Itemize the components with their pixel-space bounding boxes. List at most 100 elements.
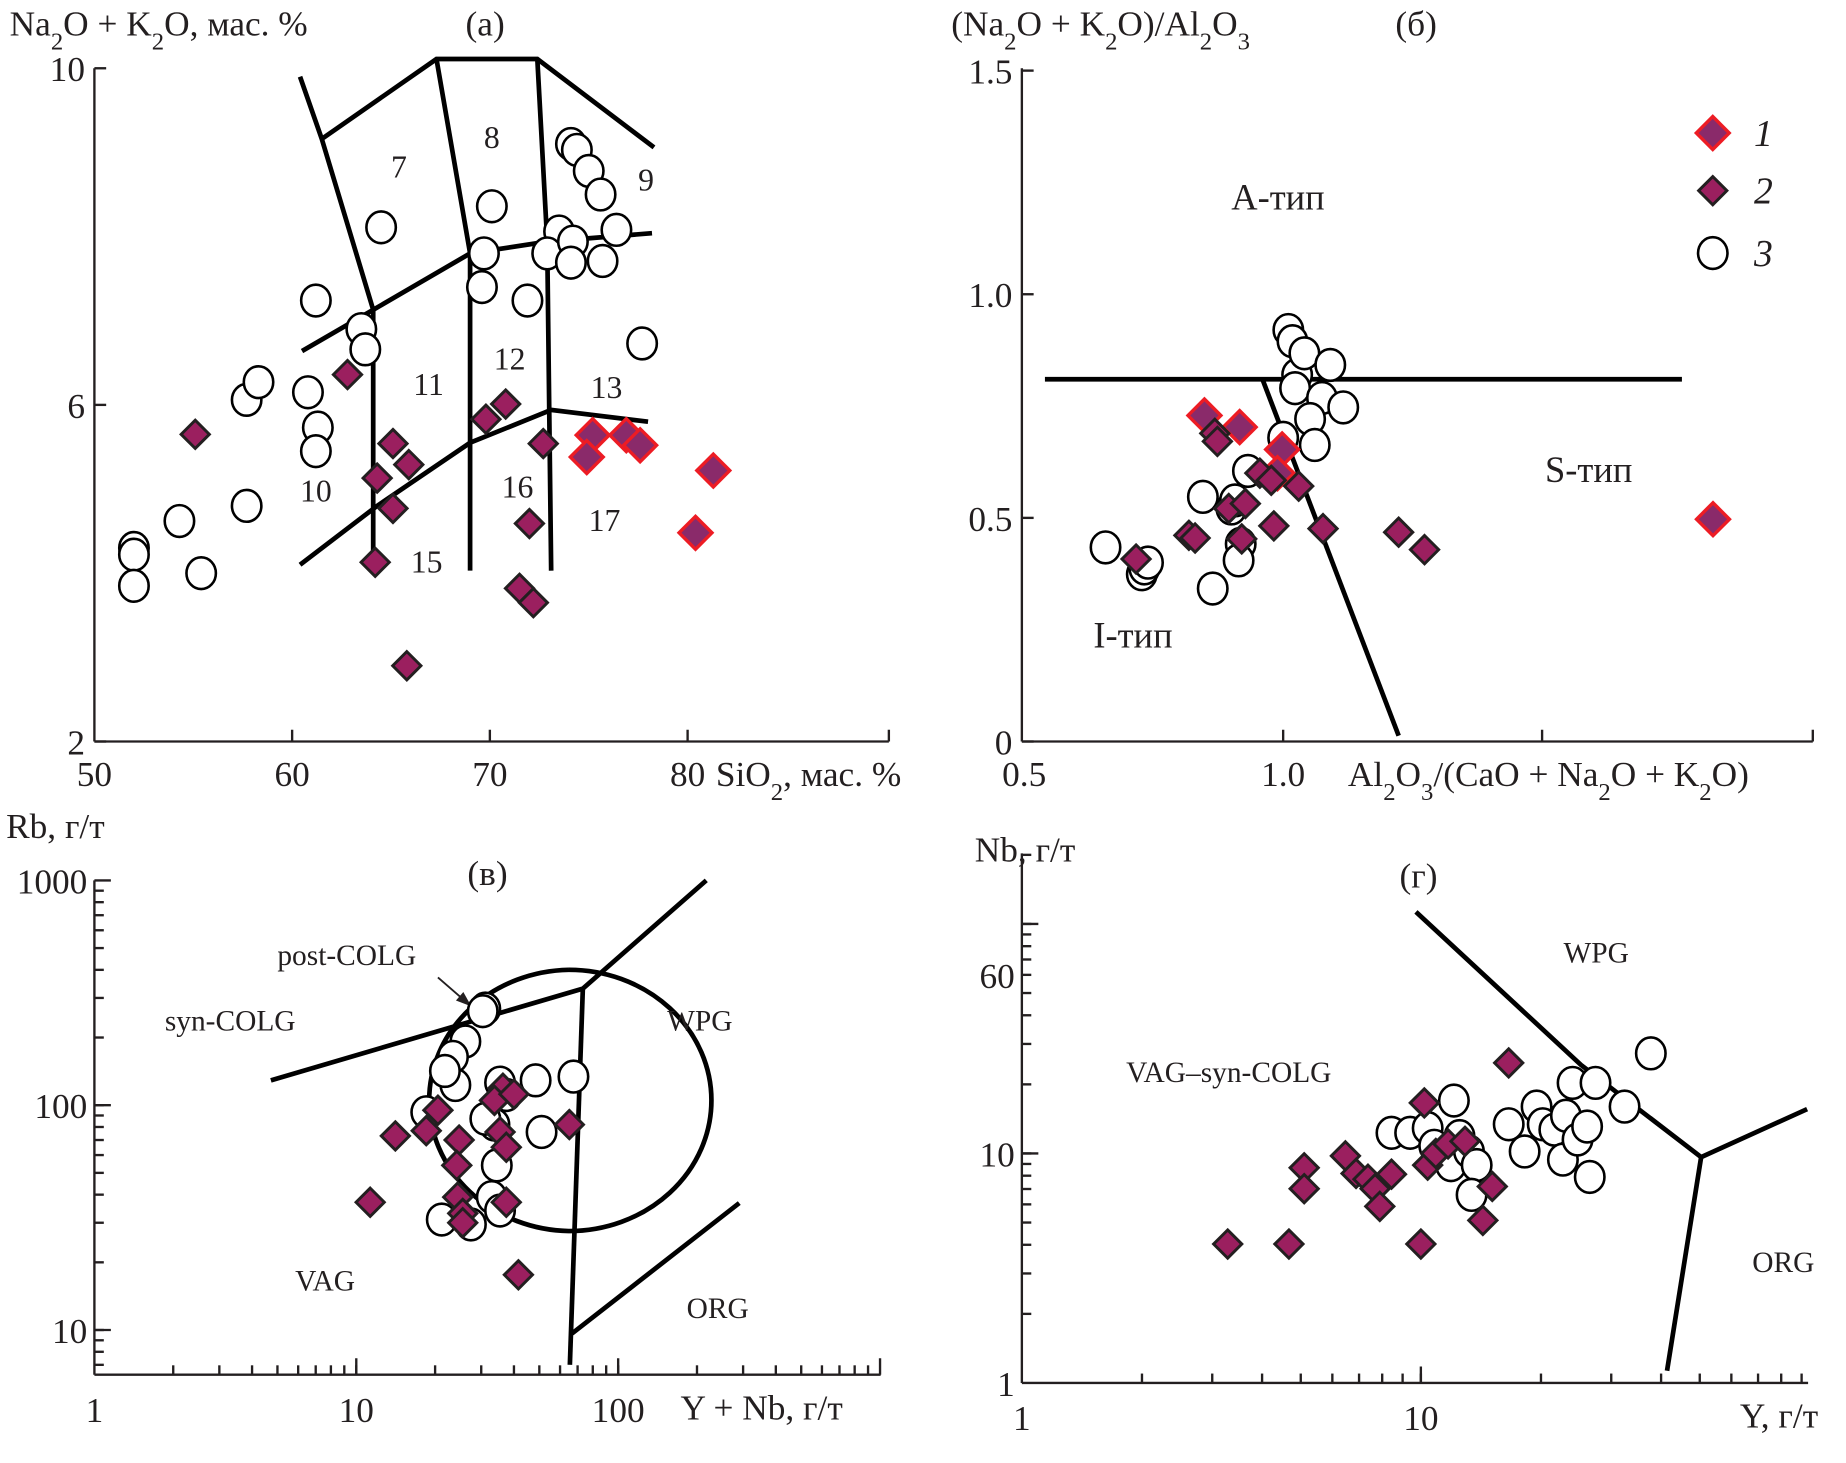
region-label: 7: [391, 150, 407, 185]
data-point-series-2: [353, 1186, 387, 1219]
data-point-series-3: [1573, 1159, 1606, 1195]
y-tick-label: 10: [52, 1312, 87, 1351]
y-axis-label-part: Na: [10, 4, 51, 43]
y-axis-label: Na2O + K2O, мас. %: [10, 4, 308, 55]
y-tick-label: 1: [997, 1365, 1015, 1404]
data-point-series-3: [230, 488, 263, 524]
panel-v-rb-ynb-diagram: 1 10 100 10 100 1000 Rb, г/т Y + Nb, г/т (в) syn-…: [6, 807, 882, 1430]
data-point-series-3: [465, 269, 498, 305]
region-label: ORG: [687, 1293, 749, 1325]
data-point-series-3: [163, 503, 196, 539]
data-point-series-1: [699, 456, 728, 485]
data-point-series-2: [331, 358, 364, 391]
legend-label: 2: [1754, 171, 1773, 213]
region-label: 16: [502, 469, 534, 504]
data-point-series-2: [490, 1131, 523, 1164]
y-tick-label: 1.0: [968, 276, 1012, 315]
y-axis-label-sub: 2: [1105, 28, 1117, 55]
region-label: 13: [591, 370, 623, 405]
data-point-series-3: [299, 433, 332, 469]
data-point-series-3: [1279, 370, 1312, 406]
legend-label: 1: [1754, 113, 1773, 155]
x-tick-label: 10: [1403, 1399, 1438, 1438]
legend-marker-1: [1698, 118, 1727, 148]
data-point-series-3: [1634, 1036, 1667, 1071]
data-point-series-2: [513, 507, 546, 540]
data-point-series-2: [379, 1119, 412, 1153]
panel-label: (г): [1400, 856, 1438, 895]
y-axis-label: Rb, г/т: [6, 807, 105, 846]
panel-label: (б): [1395, 4, 1436, 43]
data-point-series-3: [242, 364, 275, 400]
x-axis-label-part: Y, г/т: [1740, 1397, 1818, 1436]
data-point-series-2: [527, 427, 560, 460]
x-axis-label-part: Al: [1348, 755, 1383, 794]
y-axis-label-sub: 2: [152, 28, 164, 55]
data-point-series-3: [117, 568, 150, 604]
data-point-series-3: [626, 326, 659, 361]
x-axis-label-part: , мас. %: [783, 755, 901, 794]
data-point-series-3: [1327, 390, 1360, 425]
data-point-series-2: [1492, 1046, 1525, 1080]
data-point-series-2: [442, 1123, 476, 1157]
panel-label: (а): [466, 4, 505, 43]
y-tick-label: 100: [34, 1087, 87, 1126]
post-colg-ellipse: [426, 967, 715, 1234]
region-label: 17: [589, 503, 621, 538]
y-tick-label: 0.5: [968, 500, 1012, 539]
data-point-series-3: [475, 189, 508, 224]
x-tick-label: 70: [472, 755, 507, 794]
data-point-series-3: [467, 236, 500, 271]
data-point-series-3: [117, 537, 150, 572]
y-tick-label: 60: [980, 957, 1015, 996]
data-point-series-3: [584, 177, 617, 212]
data-point-series-2: [1178, 521, 1212, 555]
x-axis-label-part: O: [1396, 755, 1422, 794]
field-boundary-line: [270, 878, 708, 1083]
field-boundary-line: [297, 75, 376, 563]
data-point-series-2: [517, 586, 550, 619]
y-axis-label: Nb, г/т: [975, 831, 1075, 870]
data-point-series-3: [291, 375, 324, 410]
data-point-series-1: [1225, 412, 1254, 442]
data-point-series-3: [1571, 1109, 1604, 1144]
data-point-series-2: [390, 649, 424, 682]
data-point-series-1: [572, 442, 601, 472]
data-point-series-1: [1698, 505, 1728, 534]
field-boundary-line: [1414, 910, 1809, 1160]
y-axis-label-part: O, мас. %: [164, 4, 308, 43]
data-point-series-2: [376, 427, 410, 460]
data-point-series-2: [1448, 1125, 1482, 1158]
field-boundary-line: [320, 56, 656, 150]
x-tick-label: 1: [1013, 1399, 1031, 1438]
data-point-series-3: [519, 1063, 552, 1098]
region-label: S-тип: [1545, 449, 1632, 490]
field-boundary-line: [567, 988, 586, 1365]
data-point-series-2: [502, 1258, 535, 1292]
y-tick-label: 10: [50, 50, 85, 89]
x-axis-label-sub: 2: [771, 779, 783, 806]
y-axis-label-part: Nb, г/т: [975, 831, 1075, 870]
data-point-series-2: [1201, 425, 1234, 458]
y-axis-label-sub: 2: [1004, 28, 1016, 55]
panel-g-nb-y-diagram: 1 10 1 10 60 Nb, г/т Y, г/т (г) WPG VAG–syn-COLG O…: [975, 831, 1818, 1438]
y-axis-label-part: (Na: [951, 4, 1004, 43]
data-point-series-3: [1492, 1107, 1525, 1142]
data-point-series-1: [626, 431, 655, 460]
data-point-series-2: [1287, 1172, 1321, 1205]
data-point-series-2: [392, 448, 426, 481]
data-point-series-2: [1306, 512, 1340, 545]
data-point-series-2: [490, 1186, 523, 1219]
data-point-series-3: [600, 212, 633, 248]
data-point-series-2: [1229, 487, 1262, 520]
region-label: 9: [638, 162, 654, 197]
data-point-series-3: [1508, 1134, 1541, 1169]
data-point-series-2: [440, 1149, 473, 1182]
data-point-series-2: [446, 1206, 479, 1239]
field-boundary-line: [534, 58, 554, 571]
region-label: VAG: [295, 1265, 355, 1297]
x-axis-label: Y, г/т: [1740, 1397, 1818, 1436]
y-axis-label-part: O + K: [63, 4, 152, 43]
data-point-series-2: [421, 1093, 455, 1127]
